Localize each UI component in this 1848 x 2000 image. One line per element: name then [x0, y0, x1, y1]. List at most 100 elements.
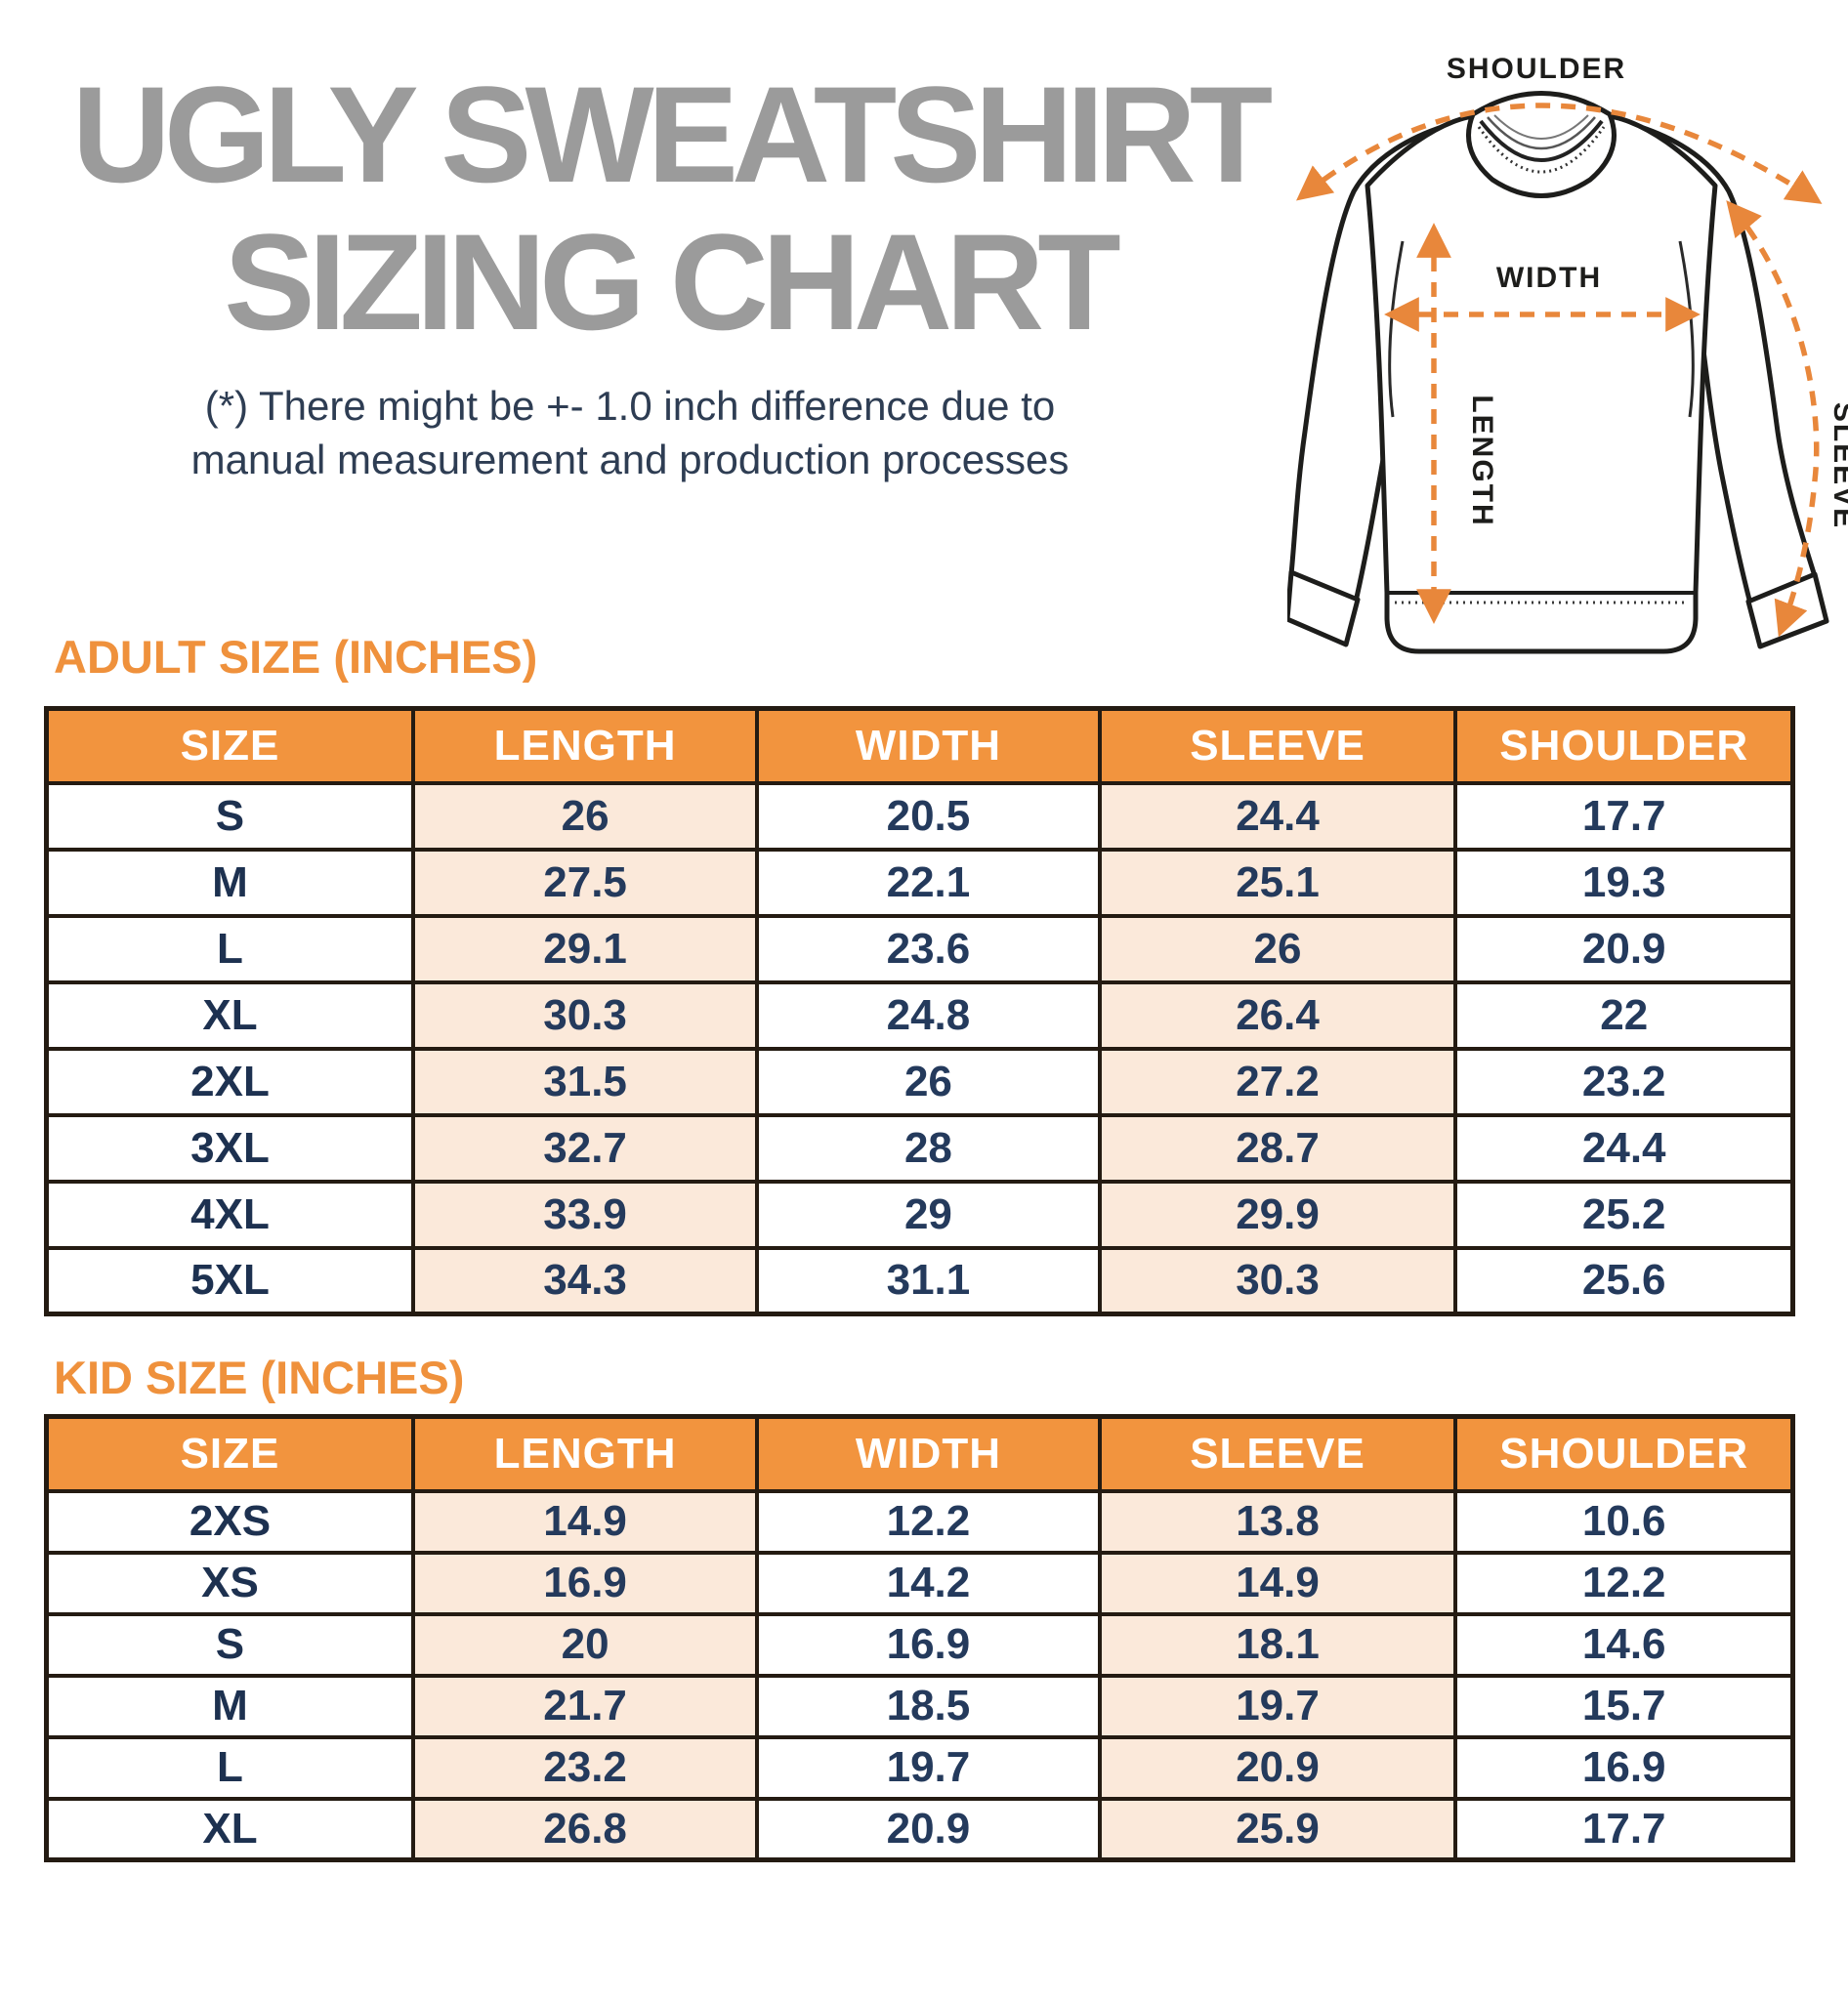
shoulder-cell: 19.3 — [1453, 847, 1795, 918]
width-cell: 19.7 — [755, 1734, 1102, 1801]
shoulder-cell: 16.9 — [1453, 1734, 1795, 1801]
length-cell: 33.9 — [410, 1179, 760, 1250]
sleeve-cell: 25.1 — [1097, 847, 1458, 918]
page-title-line1: UGLY SWEATSHIRT — [71, 58, 1274, 211]
size-cell: XS — [44, 1550, 415, 1616]
table-row: S 26 20.5 24.4 17.7 — [44, 780, 1795, 852]
adult-col-width: WIDTH — [755, 706, 1102, 785]
adult-col-length: LENGTH — [410, 706, 760, 785]
kid-table-header-row: SIZE LENGTH WIDTH SLEEVE SHOULDER — [44, 1414, 1795, 1493]
length-cell: 16.9 — [410, 1550, 760, 1616]
kid-size-table: SIZE LENGTH WIDTH SLEEVE SHOULDER 2XS 14… — [44, 1414, 1795, 1862]
table-row: 3XL 32.7 28 28.7 24.4 — [44, 1112, 1795, 1184]
sleeve-cell: 30.3 — [1097, 1245, 1458, 1316]
size-cell: L — [44, 913, 415, 984]
width-cell: 22.1 — [755, 847, 1102, 918]
shoulder-cell: 15.7 — [1453, 1673, 1795, 1739]
table-row: S 20 16.9 18.1 14.6 — [44, 1611, 1795, 1678]
size-cell: XL — [44, 1796, 415, 1862]
length-cell: 14.9 — [410, 1488, 760, 1555]
size-cell: S — [44, 1611, 415, 1678]
shoulder-cell: 17.7 — [1453, 780, 1795, 852]
size-cell: 4XL — [44, 1179, 415, 1250]
width-cell: 12.2 — [755, 1488, 1102, 1555]
size-cell: L — [44, 1734, 415, 1801]
size-cell: S — [44, 780, 415, 852]
length-cell: 26 — [410, 780, 760, 852]
sleeve-cell: 24.4 — [1097, 780, 1458, 852]
shoulder-cell: 10.6 — [1453, 1488, 1795, 1555]
adult-size-table: SIZE LENGTH WIDTH SLEEVE SHOULDER S 26 2… — [44, 706, 1795, 1316]
width-cell: 29 — [755, 1179, 1102, 1250]
size-cell: XL — [44, 979, 415, 1051]
adult-section-heading: ADULT SIZE (INCHES) — [54, 631, 538, 683]
width-diagram-label: WIDTH — [1496, 262, 1602, 294]
adult-table-header-row: SIZE LENGTH WIDTH SLEEVE SHOULDER — [44, 706, 1795, 785]
sleeve-diagram-label: SLEEVE — [1827, 402, 1848, 529]
width-cell: 16.9 — [755, 1611, 1102, 1678]
width-cell: 28 — [755, 1112, 1102, 1184]
disclaimer-note: (*) There might be +- 1.0 inch differenc… — [49, 379, 1211, 487]
kid-col-length: LENGTH — [410, 1414, 760, 1493]
length-cell: 21.7 — [410, 1673, 760, 1739]
shoulder-cell: 12.2 — [1453, 1550, 1795, 1616]
sleeve-cell: 20.9 — [1097, 1734, 1458, 1801]
left-cuff — [1284, 569, 1361, 647]
shoulder-cell: 25.2 — [1453, 1179, 1795, 1250]
length-diagram-label: LENGTH — [1466, 395, 1498, 526]
shoulder-cell: 22 — [1453, 979, 1795, 1051]
adult-col-sleeve: SLEEVE — [1097, 706, 1458, 785]
length-cell: 34.3 — [410, 1245, 760, 1316]
table-row: XS 16.9 14.2 14.9 12.2 — [44, 1550, 1795, 1616]
length-cell: 23.2 — [410, 1734, 760, 1801]
size-cell: M — [44, 847, 415, 918]
shoulder-cell: 24.4 — [1453, 1112, 1795, 1184]
shoulder-diagram-label: SHOULDER — [1447, 53, 1626, 85]
sweatshirt-diagram-svg: SHOULDER WIDTH LENGTH SLEEVE — [1284, 53, 1848, 654]
size-cell: 2XS — [44, 1488, 415, 1555]
adult-col-size: SIZE — [44, 706, 415, 785]
shoulder-cell: 25.6 — [1453, 1245, 1795, 1316]
table-row: M 21.7 18.5 19.7 15.7 — [44, 1673, 1795, 1739]
width-cell: 18.5 — [755, 1673, 1102, 1739]
disclaimer-line1: (*) There might be +- 1.0 inch differenc… — [204, 383, 1056, 429]
length-cell: 30.3 — [410, 979, 760, 1051]
size-cell: 5XL — [44, 1245, 415, 1316]
shoulder-measure-arrow — [1296, 103, 1823, 204]
kid-col-sleeve: SLEEVE — [1097, 1414, 1458, 1493]
size-cell: M — [44, 1673, 415, 1739]
sleeve-cell: 29.9 — [1097, 1179, 1458, 1250]
sleeve-cell: 26 — [1097, 913, 1458, 984]
sleeve-cell: 25.9 — [1097, 1796, 1458, 1862]
sweatshirt-torso — [1365, 114, 1718, 654]
sleeve-cell: 27.2 — [1097, 1046, 1458, 1117]
length-cell: 26.8 — [410, 1796, 760, 1862]
table-row: L 23.2 19.7 20.9 16.9 — [44, 1734, 1795, 1801]
table-row: XL 30.3 24.8 26.4 22 — [44, 979, 1795, 1051]
width-cell: 14.2 — [755, 1550, 1102, 1616]
table-row: L 29.1 23.6 26 20.9 — [44, 913, 1795, 984]
shoulder-cell: 14.6 — [1453, 1611, 1795, 1678]
sleeve-measure-arrow — [1726, 200, 1820, 638]
shoulder-cell: 20.9 — [1453, 913, 1795, 984]
sleeve-cell: 14.9 — [1097, 1550, 1458, 1616]
sleeve-cell: 18.1 — [1097, 1611, 1458, 1678]
size-cell: 3XL — [44, 1112, 415, 1184]
table-row: 5XL 34.3 31.1 30.3 25.6 — [44, 1245, 1795, 1316]
table-row: 2XS 14.9 12.2 13.8 10.6 — [44, 1488, 1795, 1555]
width-cell: 20.9 — [755, 1796, 1102, 1862]
disclaimer-line2: manual measurement and production proces… — [190, 437, 1070, 483]
width-cell: 24.8 — [755, 979, 1102, 1051]
sweatshirt-measurement-diagram: SHOULDER WIDTH LENGTH SLEEVE — [1284, 31, 1848, 676]
kid-col-size: SIZE — [44, 1414, 415, 1493]
sleeve-cell: 26.4 — [1097, 979, 1458, 1051]
sleeve-cell: 13.8 — [1097, 1488, 1458, 1555]
width-cell: 23.6 — [755, 913, 1102, 984]
adult-col-shoulder: SHOULDER — [1453, 706, 1795, 785]
sleeve-cell: 19.7 — [1097, 1673, 1458, 1739]
length-cell: 20 — [410, 1611, 760, 1678]
sleeve-cell: 28.7 — [1097, 1112, 1458, 1184]
kid-col-shoulder: SHOULDER — [1453, 1414, 1795, 1493]
width-cell: 26 — [755, 1046, 1102, 1117]
page-title: UGLY SWEATSHIRT SIZING CHART — [49, 58, 1289, 356]
